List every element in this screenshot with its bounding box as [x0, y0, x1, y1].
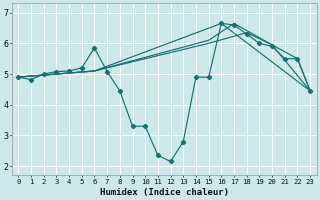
X-axis label: Humidex (Indice chaleur): Humidex (Indice chaleur) [100, 188, 229, 197]
